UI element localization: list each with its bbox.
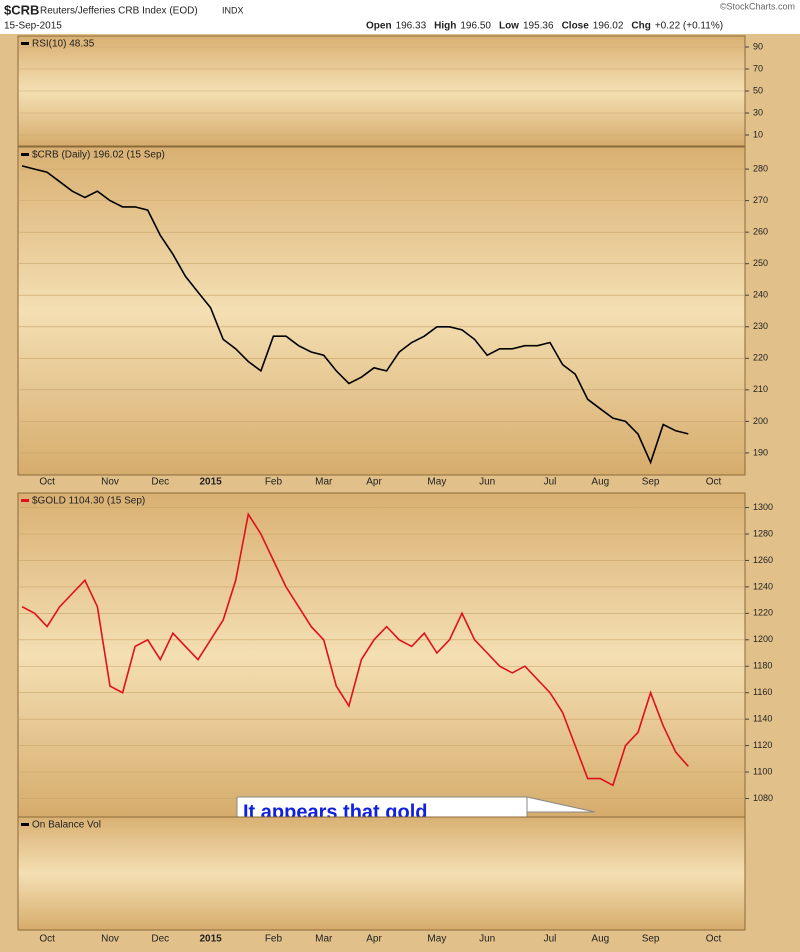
y-tick-label: 1080 [753,793,773,803]
panel-title: $GOLD 1104.30 (15 Sep) [32,496,145,507]
x-tick-label: 2015 [199,477,222,488]
x-tick-label: Nov [101,477,119,488]
panel [17,146,746,476]
panel [17,492,746,818]
price-line [21,165,689,465]
y-tick-label: 230 [753,321,768,331]
quote-value: 196.50 [460,21,491,32]
y-tick-label: 1140 [753,714,772,724]
y-tick-label: 1100 [753,766,772,776]
quote-label: Chg [631,21,650,32]
y-tick-label: 250 [753,258,768,268]
x-tick-label: Sep [642,477,660,488]
x-tick-label: Sep [642,934,660,945]
panel-title: $CRB (Daily) 196.02 (15 Sep) [32,150,165,161]
panel-title: On Balance Vol [32,820,101,831]
callout-pointer [526,796,596,813]
quote-label: Open [366,21,392,32]
quote-label: Close [562,21,590,32]
x-tick-label: Mar [315,934,333,945]
y-tick-label: 270 [753,195,768,205]
y-tick-label: 1180 [753,661,772,671]
x-tick-label: Apr [366,477,382,488]
symbol: $CRB [4,2,39,17]
price-line [21,512,689,787]
y-tick-label: 90 [753,41,763,51]
x-tick-label: Feb [265,477,283,488]
x-tick-label: Oct [39,934,55,945]
y-tick-label: 70 [753,63,763,73]
y-tick-label: 10 [753,129,763,139]
x-tick-label: Nov [101,934,119,945]
y-tick-label: 260 [753,227,768,237]
exchange: INDX [222,5,244,15]
x-tick-label: Feb [265,934,283,945]
y-tick-label: 1120 [753,740,772,750]
title-icon [21,499,29,502]
quote-label: Low [499,21,519,32]
y-tick-label: 1200 [753,634,773,644]
y-tick-label: 1160 [753,687,772,697]
x-tick-label: Dec [151,934,169,945]
x-tick-label: Jun [479,477,495,488]
x-tick-label: 2015 [199,934,222,945]
source: ©StockCharts.com [720,1,795,11]
y-tick-label: 30 [753,107,763,117]
y-tick-label: 210 [753,384,768,394]
y-tick-label: 240 [753,290,768,300]
y-tick-label: 1240 [753,581,773,591]
x-tick-label: Oct [706,477,722,488]
y-tick-label: 220 [753,353,768,363]
x-tick-label: Dec [151,477,169,488]
y-tick-label: 190 [753,447,768,457]
y-tick-label: 50 [753,85,763,95]
title-icon [21,153,29,156]
x-tick-label: Mar [315,477,333,488]
panel [17,816,746,931]
title-icon [21,823,29,826]
y-tick-label: 1300 [753,502,773,512]
y-tick-label: 1280 [753,528,773,538]
date: 15-Sep-2015 [4,21,62,32]
title-icon [21,42,29,45]
x-tick-label: Apr [366,934,382,945]
x-tick-label: May [427,934,446,945]
x-tick-label: Aug [591,934,609,945]
x-tick-label: May [427,477,446,488]
y-tick-label: 280 [753,163,768,173]
panel-title: RSI(10) 48.35 [32,39,95,50]
index-name: Reuters/Jefferies CRB Index (EOD) [40,6,198,17]
y-tick-label: 1260 [753,555,773,565]
x-tick-label: Jul [544,477,557,488]
quote-value: 195.36 [523,21,554,32]
y-tick-label: 200 [753,416,768,426]
x-tick-label: Oct [706,934,722,945]
y-tick-label: 1220 [753,608,773,618]
x-tick-label: Jul [544,934,557,945]
quote-label: High [434,21,456,32]
quote-value: 196.02 [593,21,624,32]
quote-value: 196.33 [396,21,427,32]
quote-value: +0.22 (+0.11%) [655,21,723,32]
x-tick-label: Oct [39,477,55,488]
x-tick-label: Jun [479,934,495,945]
x-tick-label: Aug [591,477,609,488]
header-band [0,0,800,34]
